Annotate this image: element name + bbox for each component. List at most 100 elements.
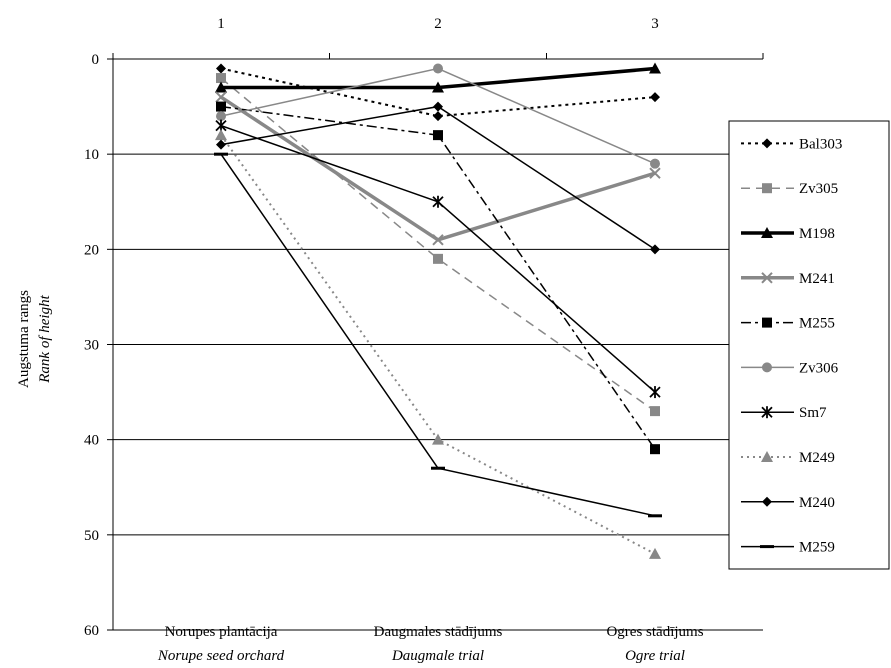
data-point (650, 244, 660, 255)
y-tick-label: 30 (84, 338, 99, 354)
data-point (761, 406, 773, 419)
data-point (650, 92, 660, 103)
data-point (762, 317, 772, 328)
legend-label: M249 (799, 450, 835, 466)
data-point (760, 545, 774, 549)
legend-label: M241 (799, 271, 835, 287)
data-point (216, 63, 226, 74)
series-line (220, 105, 656, 250)
legend-item: Zv305 (741, 181, 838, 197)
data-point (762, 496, 772, 507)
data-point (215, 91, 227, 103)
series-m240 (216, 101, 660, 255)
legend-label: Sm7 (799, 405, 827, 421)
data-point (650, 444, 660, 455)
data-point (650, 406, 660, 417)
data-point (761, 272, 773, 284)
top-axis-label: 3 (651, 16, 659, 32)
legend-item: M240 (741, 495, 835, 511)
legend-label: Zv305 (799, 181, 838, 197)
category-label-italic: Ogre trial (625, 648, 685, 664)
series-m198 (215, 62, 661, 93)
data-point (215, 81, 227, 93)
category-label-italic: Norupe seed orchard (157, 648, 285, 664)
gridlines (113, 153, 763, 631)
y-axis-label: Augstuma rangs Rank of height (16, 290, 53, 388)
series-m259 (214, 152, 662, 518)
x-category-labels: Norupes plantācija Norupe seed orchard Dau… (157, 624, 704, 664)
data-point (433, 253, 443, 264)
legend-label: M198 (799, 226, 835, 242)
y-tick-label: 40 (84, 433, 99, 449)
y-axis-title-italic: Rank of height (37, 294, 53, 383)
y-tick-label: 20 (84, 242, 99, 258)
data-point (649, 62, 661, 74)
legend-item: M241 (741, 271, 835, 287)
data-point (433, 111, 443, 122)
data-point (761, 451, 773, 462)
data-point (214, 152, 228, 156)
legend-item: M249 (741, 450, 835, 466)
top-axis-label: 2 (434, 16, 442, 32)
legend-label: M259 (799, 540, 835, 556)
legend-box (728, 120, 890, 570)
data-point (649, 547, 661, 559)
y-tick-label: 10 (84, 147, 99, 163)
data-point (216, 73, 226, 84)
data-point (432, 433, 444, 445)
y-tick-label: 60 (84, 623, 99, 639)
data-point (648, 514, 662, 518)
data-point (432, 81, 444, 93)
data-point (432, 234, 444, 246)
series-zv306 (216, 63, 660, 169)
series-m255 (216, 101, 660, 455)
legend-item: Bal303 (741, 136, 842, 152)
series-line (220, 77, 656, 412)
data-point (432, 195, 444, 208)
data-point (761, 227, 773, 238)
data-point (649, 386, 661, 399)
legend: Bal303 Zv305 M198 M241 M255 Zv306 Sm7 M249 M240 M… (728, 120, 890, 570)
data-point (215, 129, 227, 141)
data-point (649, 167, 661, 179)
data-point (433, 130, 443, 141)
series-m249 (215, 129, 661, 559)
series-zv305 (216, 73, 660, 417)
data-point (431, 466, 445, 470)
y-tick-label: 0 (92, 52, 100, 68)
legend-item: Sm7 (741, 405, 827, 421)
series-sm7 (215, 119, 661, 399)
axes (107, 53, 764, 631)
data-point (762, 138, 772, 149)
data-point (762, 362, 772, 373)
series-bal303 (216, 63, 660, 122)
y-axis-title: Augstuma rangs (16, 290, 32, 388)
legend-label: Bal303 (799, 136, 842, 152)
series-line (220, 105, 656, 450)
legend-item: Zv306 (741, 360, 839, 376)
data-point (433, 63, 443, 74)
legend-label: M240 (799, 495, 835, 511)
data-point (216, 101, 226, 112)
category-label: Daugmales stādījums (374, 624, 503, 640)
series-m241 (215, 91, 661, 246)
legend-item: M198 (741, 226, 835, 242)
y-tick-labels: 0 10 20 30 40 50 60 (84, 52, 99, 639)
legend-label: M255 (799, 316, 835, 332)
legend-item: M255 (741, 316, 835, 332)
data-point (650, 158, 660, 169)
data-point (216, 111, 226, 122)
top-axis-label: 1 (217, 16, 225, 32)
y-tick-label: 50 (84, 528, 99, 544)
category-label: Ogres stādījums (606, 624, 703, 640)
legend-item: M259 (741, 540, 835, 556)
top-axis-labels: 1 2 3 (217, 16, 659, 32)
legend-label: Zv306 (799, 360, 839, 376)
data-point (762, 183, 772, 194)
category-label: Norupes plantācija (165, 624, 278, 640)
category-label-italic: Daugmale trial (391, 648, 484, 664)
series-lines (214, 62, 662, 559)
data-point (433, 101, 443, 112)
data-point (216, 139, 226, 150)
